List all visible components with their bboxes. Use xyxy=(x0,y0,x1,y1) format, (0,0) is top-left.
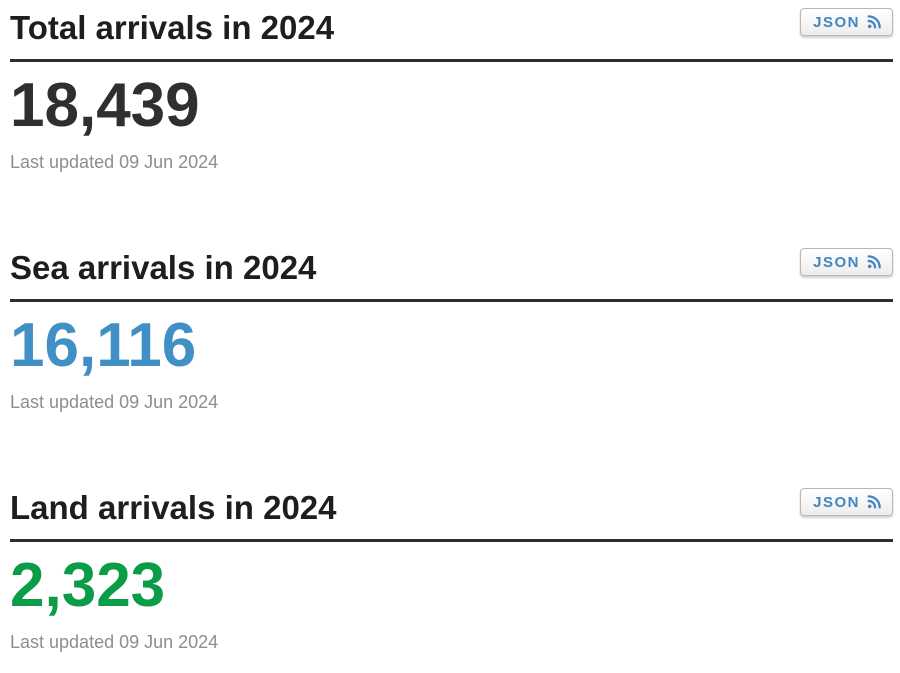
json-button-label: JSON xyxy=(813,493,860,511)
widget-header: Total arrivals in 2024 JSON xyxy=(10,8,893,46)
rss-feed-icon xyxy=(867,495,881,509)
divider xyxy=(10,539,893,542)
land-arrivals-count: 2,323 xyxy=(10,551,166,620)
last-updated-text: Last updated 09 Jun 2024 xyxy=(10,152,219,172)
json-button[interactable]: JSON xyxy=(800,248,893,276)
last-updated-text: Last updated 09 Jun 2024 xyxy=(10,392,219,412)
widget-land-arrivals: Land arrivals in 2024 JSON 2,323 Last up… xyxy=(10,488,893,673)
widget-title-total-arrivals: Total arrivals in 2024 xyxy=(10,9,335,46)
sea-arrivals-count: 16,116 xyxy=(10,311,197,380)
widget-title-land-arrivals: Land arrivals in 2024 xyxy=(10,489,337,526)
json-button[interactable]: JSON xyxy=(800,8,893,36)
rss-feed-icon xyxy=(867,255,881,269)
divider xyxy=(10,299,893,302)
json-button[interactable]: JSON xyxy=(800,488,893,516)
json-button-label: JSON xyxy=(813,253,860,271)
rss-feed-icon xyxy=(867,15,881,29)
widget-sea-arrivals: Sea arrivals in 2024 JSON 16,116 Last up… xyxy=(10,248,893,488)
json-button-label: JSON xyxy=(813,13,860,31)
widget-title-sea-arrivals: Sea arrivals in 2024 xyxy=(10,249,317,286)
divider xyxy=(10,59,893,62)
widget-total-arrivals: Total arrivals in 2024 JSON 18,439 Last … xyxy=(10,8,893,248)
widget-header: Land arrivals in 2024 JSON xyxy=(10,488,893,526)
widget-header: Sea arrivals in 2024 JSON xyxy=(10,248,893,286)
last-updated-text: Last updated 09 Jun 2024 xyxy=(10,632,219,652)
total-arrivals-count: 18,439 xyxy=(10,71,200,140)
